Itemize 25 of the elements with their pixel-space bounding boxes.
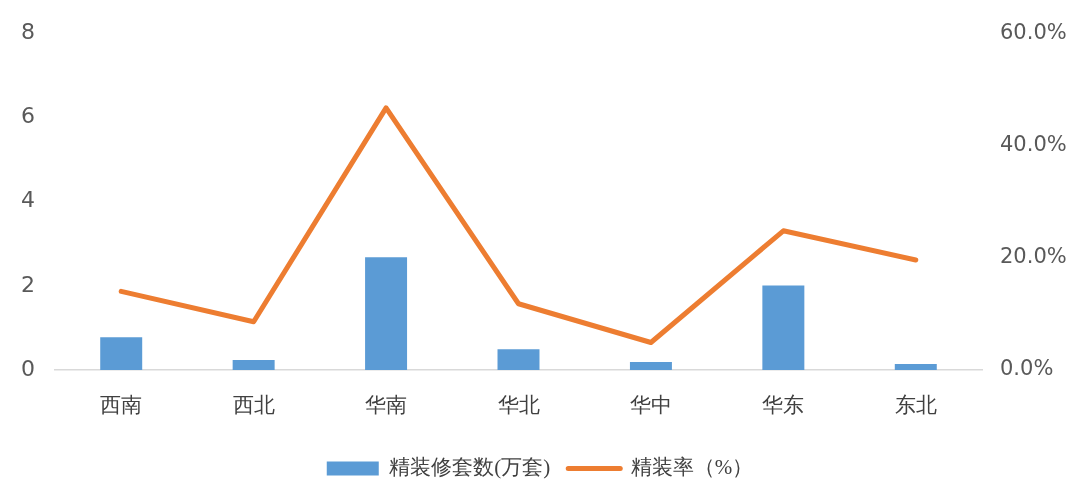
x-tick-label: 东北 [894,393,937,418]
bar [762,285,805,370]
x-tick-label: 西北 [232,393,275,418]
y-tick-label: 2 [21,271,35,297]
y2-tick-label: 40.0% [1000,131,1067,156]
x-tick-label: 华北 [497,393,540,418]
legend-label: 精装修套数(万套) [389,455,551,480]
y2-tick-label: 0.0% [1000,356,1054,381]
x-tick-label: 华中 [629,393,672,418]
y2-tick-label: 20.0% [1000,244,1067,269]
y-tick-label: 8 [21,18,35,44]
bar [100,337,143,370]
bar [629,362,672,370]
y-tick-label: 0 [21,355,35,381]
bar [232,359,275,370]
y-tick-label: 6 [21,103,35,129]
legend-label: 精装率（%） [630,455,754,480]
x-tick-label: 华南 [365,393,408,418]
bar [497,349,540,370]
bar [894,364,937,370]
x-tick-label: 西南 [100,393,143,418]
y2-tick-label: 60.0% [1000,19,1067,44]
bar [365,257,408,370]
x-tick-label: 华东 [762,393,805,418]
y-tick-label: 4 [21,187,35,213]
